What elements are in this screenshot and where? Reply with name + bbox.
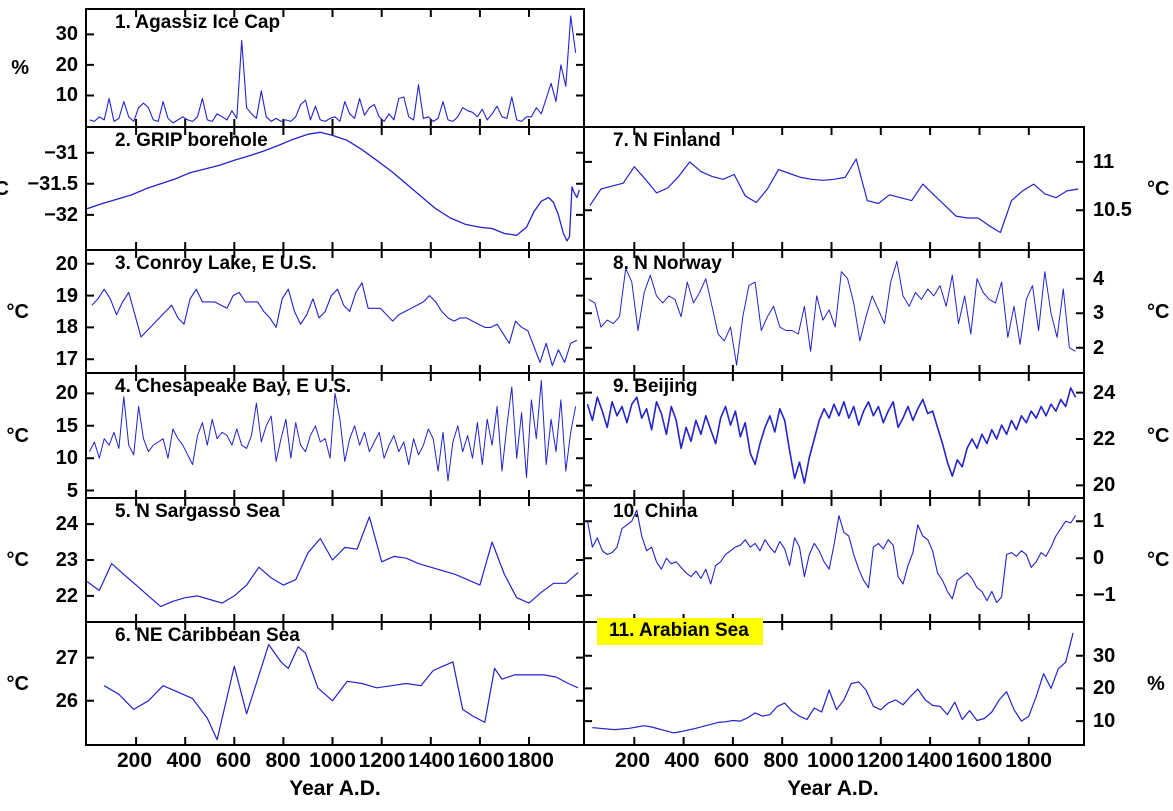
- y-tick-label: 27: [55, 646, 78, 669]
- y-tick-label: 10: [1093, 710, 1116, 733]
- x-tick-label: 1200: [358, 749, 406, 772]
- y-tick-label: 4: [1093, 267, 1105, 290]
- x-tick-label: 200: [614, 749, 651, 772]
- y-tick-label: 0: [1093, 547, 1105, 570]
- x-tick-label: 1600: [457, 749, 505, 772]
- line-plot: [87, 374, 583, 497]
- y-tick-label: −1: [1093, 584, 1116, 607]
- y-tick-label: 10: [55, 447, 78, 470]
- y-axis-unit: °C: [0, 177, 9, 200]
- y-tick-label: 22: [1093, 427, 1116, 450]
- x-tick-label: 800: [763, 749, 799, 772]
- panel-title: 3. Conroy Lake, E U.S.: [115, 253, 317, 274]
- x-tick-label: 1400: [906, 749, 953, 772]
- line-plot: [87, 623, 583, 744]
- y-tick-label: 30: [55, 23, 78, 46]
- line-plot: [87, 251, 583, 372]
- y-tick-label: 1: [1093, 510, 1105, 533]
- y-tick-label: 20: [55, 53, 78, 76]
- x-tick-label: 600: [215, 749, 252, 772]
- y-tick-label: 26: [55, 689, 78, 712]
- line-plot: [87, 499, 583, 621]
- y-tick-label: −31: [44, 141, 78, 164]
- y-tick-label: 18: [55, 316, 78, 339]
- line-plot: [585, 499, 1083, 621]
- panel-10-china: 10. China −1 0 1 °C: [583, 497, 1169, 623]
- y-tick-label: 20: [1093, 474, 1116, 497]
- panel-title: 10. China: [613, 501, 698, 522]
- y-tick-label: 15: [55, 414, 78, 437]
- panel-title: 2. GRIP borehole: [115, 130, 268, 151]
- y-tick-label: 24: [1093, 381, 1116, 404]
- y-tick-label: −32: [44, 203, 78, 226]
- panel-4-chesapeake-bay: 4. Chesapeake Bay, E U.S. 5 10 15 20 °C: [7, 372, 585, 502]
- y-tick-label: 2: [1093, 336, 1105, 359]
- x-tick-label: 400: [166, 749, 202, 772]
- x-tick-label: 1200: [856, 749, 904, 772]
- panel-5-n-sargasso-sea: 5. N Sargasso Sea 22 23 24 °C: [7, 497, 585, 623]
- x-tick-label: 800: [265, 749, 301, 772]
- y-tick-label: 20: [55, 382, 78, 405]
- panel-title: 4. Chesapeake Bay, E U.S.: [115, 376, 352, 397]
- y-tick-label: 11: [1093, 150, 1115, 173]
- x-axis-title-right: Year A.D.: [787, 777, 879, 800]
- x-axis-ticks-left: 200 400 600 800 1000 1200 1400 1600 1800: [85, 749, 585, 775]
- panel-title: 7. N Finland: [613, 130, 721, 151]
- y-tick-label: 17: [55, 348, 78, 371]
- x-tick-label: 600: [713, 749, 750, 772]
- panel-1-agassiz-ice-cap: 1. Agassiz Ice Cap 10 20 30%: [11, 8, 585, 128]
- panel-6-ne-caribbean-sea: 6. NE Caribbean Sea 26 27 °C: [7, 621, 585, 746]
- y-axis-unit: °C: [1147, 300, 1170, 323]
- y-axis-unit: %: [1147, 672, 1165, 695]
- line-plot: [585, 128, 1083, 249]
- y-tick-label: −31.5: [27, 172, 78, 195]
- y-tick-label: 23: [55, 549, 78, 571]
- line-plot: [87, 10, 583, 126]
- y-tick-label: 10: [55, 84, 78, 107]
- panel-title: 8. N Norway: [613, 253, 722, 274]
- x-tick-label: 1600: [955, 749, 1003, 772]
- panel-9-beijing: 9. Beijing 20 22 24 °C: [583, 372, 1169, 499]
- line-plot: [87, 128, 583, 249]
- y-tick-label: 5: [66, 479, 78, 502]
- x-tick-label: 1800: [507, 749, 554, 772]
- panel-8-n-norway: 8. N Norway 2 3 4 °C: [583, 249, 1169, 374]
- y-tick-label: 19: [55, 284, 78, 307]
- x-axis-ticks-right: 200 400 600 800 1000 1200 1400 1600 1800: [583, 749, 1083, 775]
- x-tick-label: 1000: [807, 749, 854, 772]
- panel-7-n-finland: 7. N Finland 10.5 11 °C: [583, 126, 1169, 251]
- panel-title-highlighted: 11. Arabian Sea: [597, 618, 763, 645]
- y-tick-label: 20: [1093, 677, 1116, 700]
- panel-title: 9. Beijing: [613, 376, 698, 397]
- x-tick-label: 1400: [408, 749, 455, 772]
- x-tick-label: 400: [664, 749, 700, 772]
- panel-3-conroy-lake: 3. Conroy Lake, E U.S. 17 18 19 20 °C: [7, 249, 585, 374]
- line-plot: [585, 251, 1083, 372]
- y-tick-label: 20: [55, 252, 78, 275]
- x-tick-label: 1000: [309, 749, 356, 772]
- y-tick-label: 3: [1093, 302, 1105, 325]
- y-axis-unit: °C: [1147, 177, 1170, 200]
- panel-title: 6. NE Caribbean Sea: [115, 625, 300, 646]
- y-axis-unit: °C: [6, 549, 29, 571]
- panel-title: 5. N Sargasso Sea: [115, 501, 280, 522]
- x-tick-label: 1800: [1005, 749, 1052, 772]
- y-tick-label: 22: [55, 584, 78, 607]
- panel-11-arabian-sea: 11. Arabian Sea 10 20 30%: [583, 618, 1165, 746]
- y-axis-unit: °C: [6, 424, 29, 447]
- y-axis-unit: °C: [1147, 424, 1170, 447]
- x-tick-label: 200: [116, 749, 153, 772]
- panel-title: 1. Agassiz Ice Cap: [115, 12, 281, 33]
- y-axis-unit: °C: [6, 300, 29, 323]
- y-tick-label: 30: [1093, 644, 1116, 667]
- y-axis-unit: °C: [6, 672, 29, 695]
- y-axis-unit: °C: [1147, 549, 1170, 571]
- y-tick-label: 10.5: [1093, 199, 1132, 222]
- y-axis-unit: %: [11, 57, 29, 79]
- line-plot: [585, 374, 1083, 497]
- x-axis-title-left: Year A.D.: [289, 777, 381, 800]
- y-tick-label: 24: [55, 513, 78, 536]
- panel-2-grip-borehole: 2. GRIP borehole −31 −31.5 −32 °C: [0, 126, 585, 251]
